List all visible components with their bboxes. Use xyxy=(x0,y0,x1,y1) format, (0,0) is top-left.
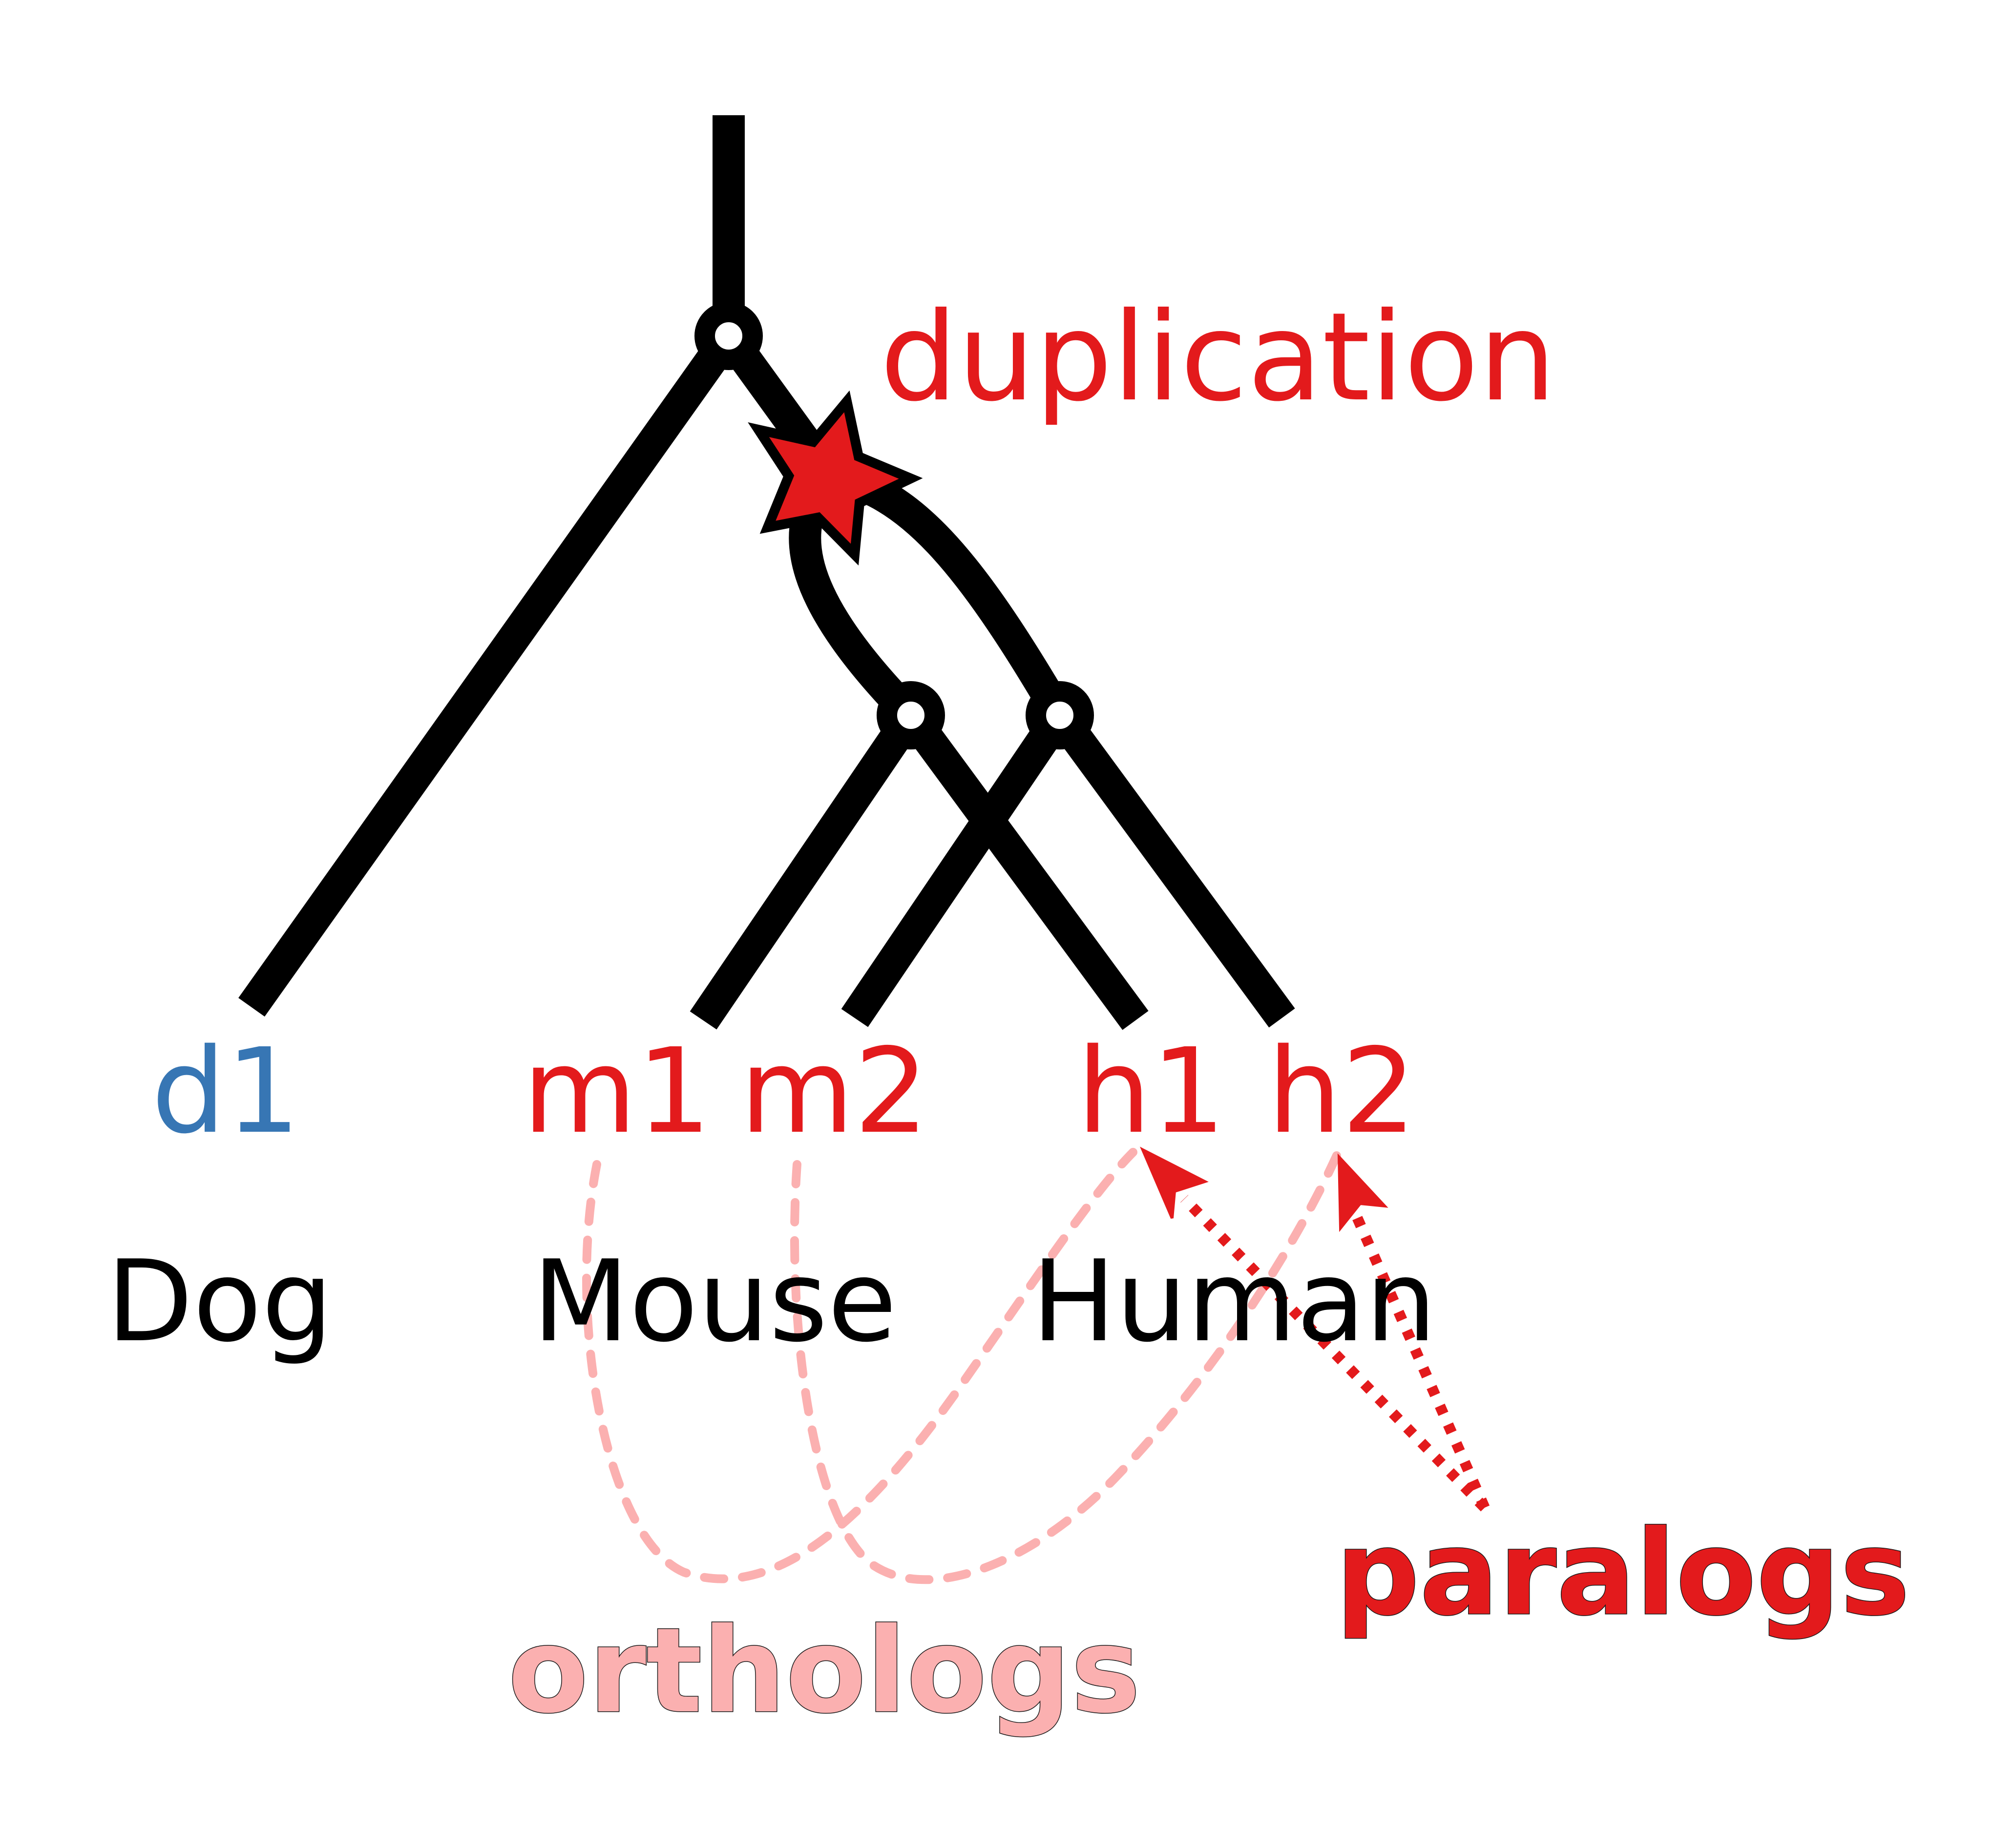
paralog-arrow-h2 xyxy=(1350,1211,1490,1510)
gene-label-h2: h2 xyxy=(1267,1023,1416,1160)
paralog-arrowhead-h2 xyxy=(1337,1153,1388,1232)
paralogs-label: paralogs xyxy=(1336,1505,1910,1641)
ortholog-link-m2-h2 xyxy=(790,1148,1343,1584)
tree-nodes xyxy=(694,302,1094,749)
species-label-human: Human xyxy=(1031,1237,1436,1367)
paralog-arrowheads xyxy=(1139,1146,1388,1232)
node-b xyxy=(1026,681,1094,749)
branch-h1 xyxy=(898,706,1149,1030)
ortholog-links xyxy=(582,1148,1343,1584)
gene-labels: d1 m1 m2 h1 h2 xyxy=(151,1023,1416,1160)
species-label-dog: Dog xyxy=(106,1237,333,1367)
branch-h2 xyxy=(1047,706,1295,1028)
orthologs-label: orthologs xyxy=(508,1602,1141,1739)
gene-label-h1: h1 xyxy=(1077,1023,1226,1160)
paralog-arrowhead-h1 xyxy=(1139,1146,1209,1219)
gene-label-m1: m1 xyxy=(523,1023,711,1160)
species-labels: Dog Mouse Human xyxy=(106,1237,1436,1367)
gene-label-m2: m2 xyxy=(740,1023,928,1160)
star-icon xyxy=(748,390,923,566)
ortholog-link-m1-h1 xyxy=(582,1148,1137,1583)
species-label-mouse: Mouse xyxy=(532,1237,897,1367)
branch-d1 xyxy=(238,326,742,1017)
branch-m1 xyxy=(690,706,924,1030)
root-node xyxy=(694,302,763,370)
duplication-label: duplication xyxy=(880,286,1556,428)
node-a xyxy=(877,681,945,749)
branch-m2 xyxy=(841,706,1073,1027)
gene-label-d1: d1 xyxy=(151,1023,300,1160)
tree-branches xyxy=(238,115,1295,1030)
paralog-arrows xyxy=(1180,1195,1490,1512)
